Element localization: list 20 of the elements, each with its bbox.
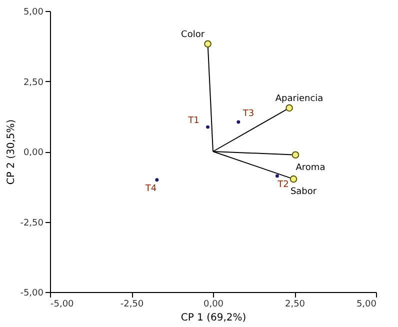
x-tick-label: 0,00 xyxy=(203,300,224,310)
y-tick-label: -2,50 xyxy=(20,218,44,228)
annotation: Sabor xyxy=(290,187,317,198)
y-tick-label: 0,00 xyxy=(23,148,44,158)
annotation: Color xyxy=(181,30,205,40)
y-axis-title: CP 2 (30,5%) xyxy=(6,119,18,185)
annotation: T3 xyxy=(242,108,254,119)
x-tick-label: 5,00 xyxy=(356,300,377,310)
annotation: T1 xyxy=(187,116,200,126)
annotation: T2 xyxy=(276,180,289,190)
x-tick-label: 2,50 xyxy=(284,300,306,310)
annotation: T4 xyxy=(144,184,157,194)
x-tick-label: -2,50 xyxy=(120,300,144,310)
y-tick-label: 2,50 xyxy=(23,78,44,88)
x-tick-label: -5,00 xyxy=(50,300,74,310)
y-tick-label: -5,00 xyxy=(20,288,44,298)
x-axis-title: CP 1 (69,2%) xyxy=(180,312,246,324)
y-tick-label: 5,00 xyxy=(23,8,44,18)
annotation: Apariencia xyxy=(275,94,324,104)
annotation: Aroma xyxy=(296,162,326,173)
